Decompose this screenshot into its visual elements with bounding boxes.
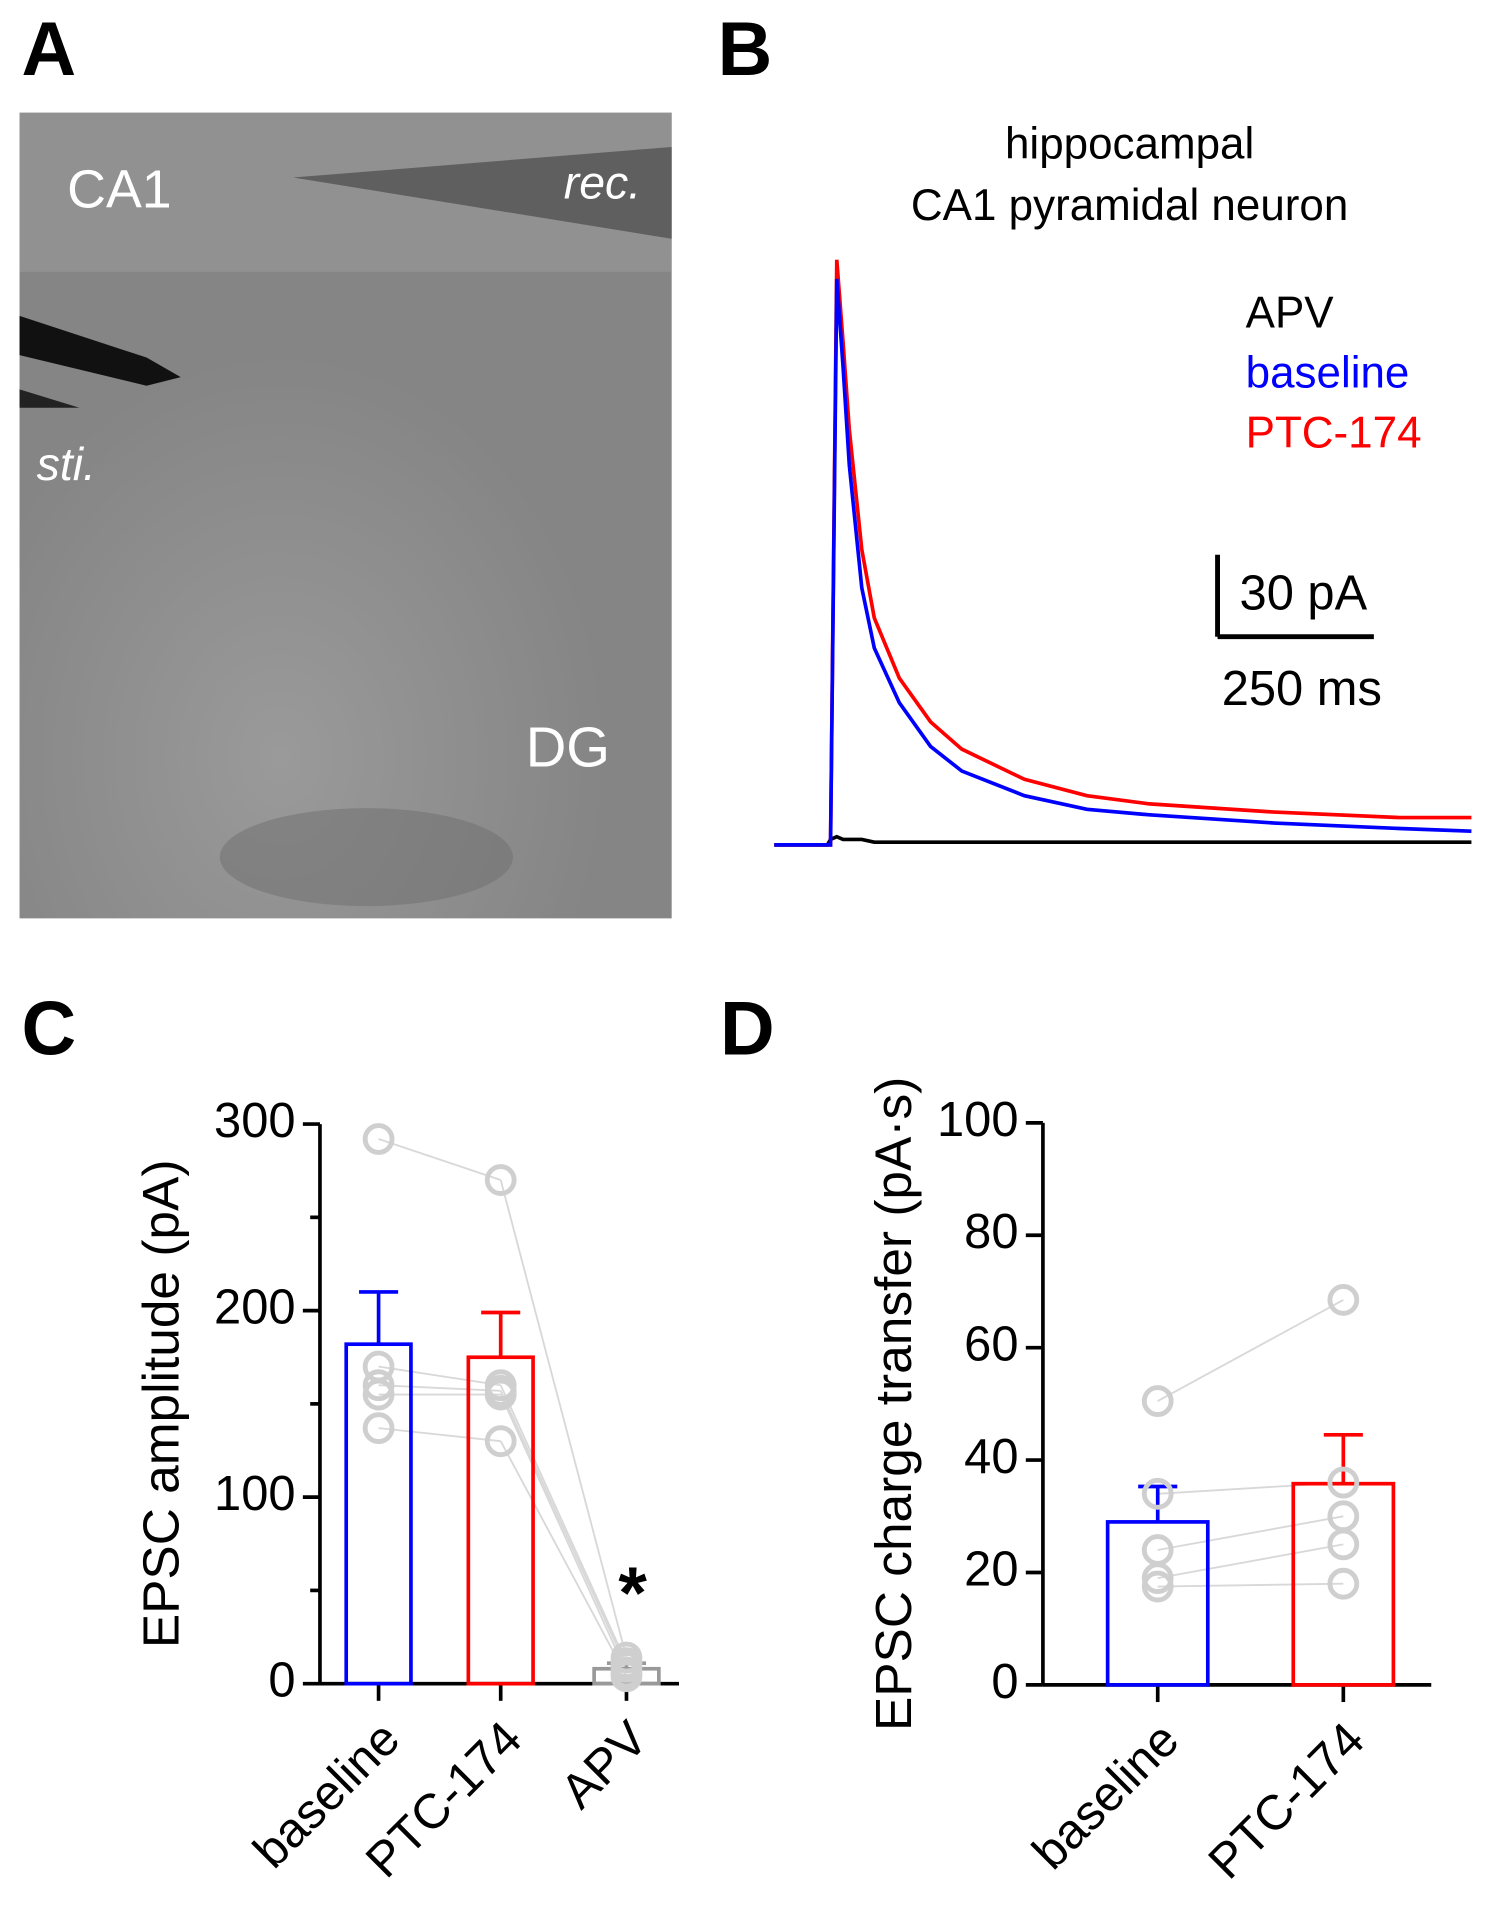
data-point — [1141, 1477, 1174, 1510]
y-tick-label: 80 — [964, 1205, 1018, 1259]
data-point — [362, 1378, 395, 1411]
pair-line — [499, 1440, 628, 1677]
y-tick-label: 300 — [214, 1094, 296, 1148]
pair-line — [1157, 1543, 1344, 1580]
data-point — [362, 1369, 395, 1402]
data-point — [1327, 1528, 1360, 1561]
image-label: rec. — [564, 156, 641, 208]
legend-entry: APV — [1246, 289, 1335, 338]
pair-line — [1157, 1299, 1344, 1402]
data-point — [1327, 1466, 1360, 1499]
y-tick-label: 100 — [937, 1093, 1019, 1147]
data-point — [1141, 1385, 1174, 1417]
pair-line — [378, 1365, 501, 1387]
trace — [774, 834, 1472, 847]
bar — [1291, 1481, 1396, 1687]
bar — [344, 1342, 413, 1686]
legend-entry: baseline — [1246, 349, 1410, 398]
y-tick-label: 0 — [991, 1655, 1018, 1709]
data-point — [362, 1123, 395, 1155]
x-tick-label: PTC-174 — [1199, 1713, 1375, 1890]
data-point — [1327, 1567, 1360, 1600]
x-tick-label: APV — [551, 1711, 659, 1819]
pair-line — [499, 1384, 628, 1664]
y-tick-label: 60 — [964, 1318, 1018, 1372]
image-label: DG — [526, 716, 610, 779]
data-point — [484, 1425, 517, 1458]
data-point — [1327, 1283, 1360, 1316]
bar — [1105, 1520, 1210, 1687]
chart-title: CA1 pyramidal neuron — [911, 181, 1348, 230]
image-label: sti. — [37, 438, 96, 490]
rec-pipette — [293, 146, 672, 239]
pair-line — [1157, 1582, 1344, 1588]
sti-pipette — [19, 315, 181, 386]
pair-line — [499, 1390, 628, 1668]
x-tick-label: baseline — [1022, 1713, 1189, 1880]
trace — [774, 278, 1472, 847]
annotation: * — [618, 1552, 647, 1634]
pair-line — [378, 1138, 501, 1181]
chart-title: hippocampal — [1005, 120, 1254, 169]
y-tick-label: 100 — [214, 1467, 296, 1521]
pair-line — [378, 1427, 501, 1443]
data-point — [610, 1660, 643, 1693]
bar — [466, 1355, 535, 1686]
data-point — [1141, 1570, 1174, 1603]
scale-label: 250 ms — [1222, 662, 1382, 716]
scale-label: 30 pA — [1240, 566, 1368, 620]
pair-line — [499, 1179, 628, 1658]
y-axis-label: EPSC amplitude (pA) — [132, 1160, 189, 1649]
y-axis-label: EPSC charge transfer (pA·s) — [865, 1077, 922, 1731]
y-tick-label: 20 — [964, 1542, 1018, 1596]
y-tick-label: 0 — [268, 1654, 295, 1708]
pair-line — [499, 1394, 628, 1673]
panel-label: D — [720, 987, 775, 1072]
y-tick-label: 200 — [214, 1280, 296, 1334]
data-point — [484, 1378, 517, 1411]
data-point — [362, 1412, 395, 1445]
y-tick-label: 40 — [964, 1430, 1018, 1484]
panel-label: C — [22, 987, 77, 1072]
legend-entry: PTC-174 — [1246, 409, 1422, 458]
micrograph: CA1 rec. sti. DG — [19, 112, 672, 919]
image-label: CA1 — [67, 160, 172, 220]
panel-label: A — [22, 7, 77, 92]
pair-line — [378, 1384, 501, 1392]
image-shade — [219, 808, 513, 907]
panel-label: B — [718, 7, 773, 92]
pair-line — [1157, 1515, 1344, 1551]
data-point — [484, 1164, 517, 1196]
